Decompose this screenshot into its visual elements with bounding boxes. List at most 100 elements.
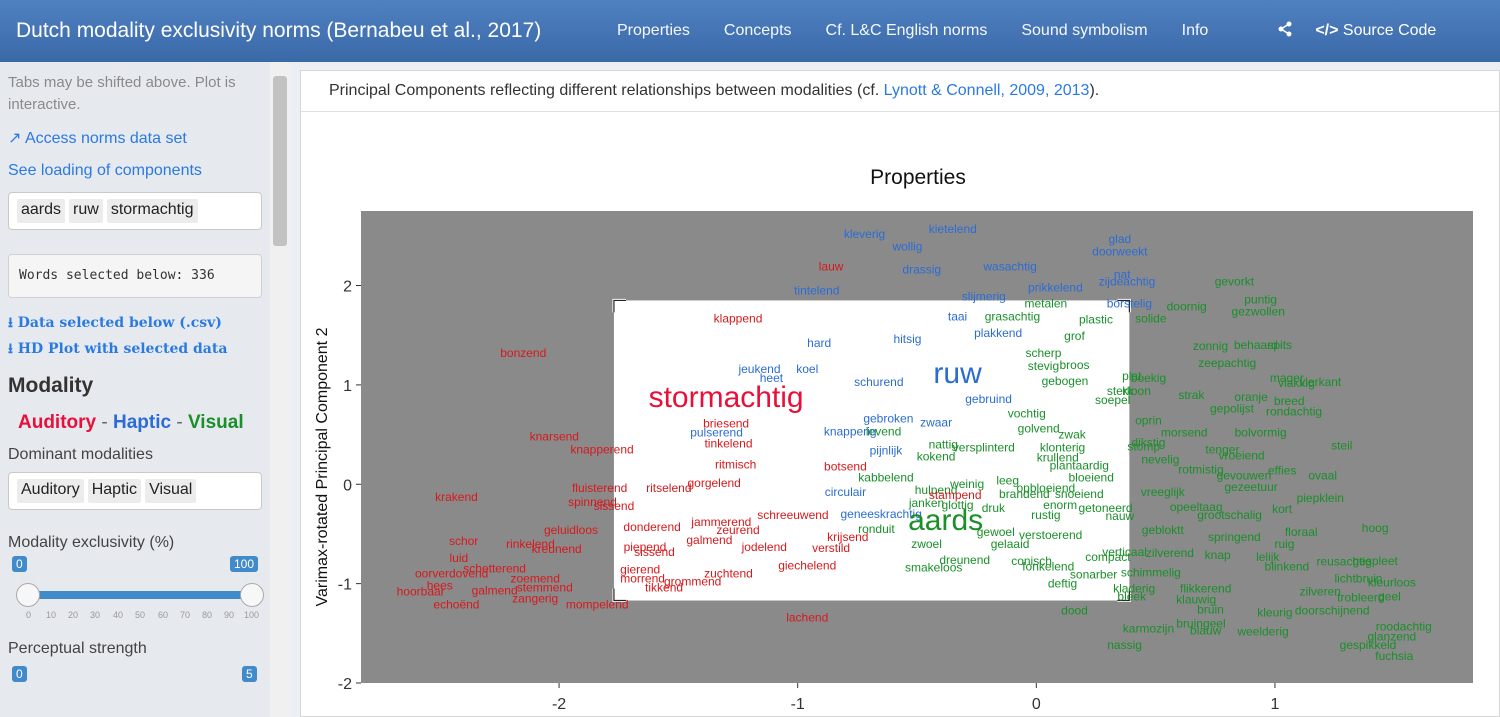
word-label[interactable]: pulserend (690, 426, 743, 440)
selection-corner-handle[interactable] (613, 299, 626, 313)
word-label[interactable]: dreunend (939, 553, 990, 567)
word-label[interactable]: lelijk (1256, 550, 1280, 564)
chip-modality[interactable]: Auditory (17, 479, 84, 503)
word-label[interactable]: schor (449, 534, 478, 548)
tab-concepts[interactable]: Concepts (723, 22, 792, 39)
selected-word-label[interactable]: stormachtig (649, 381, 804, 414)
word-label[interactable]: gebogen (1042, 374, 1089, 388)
word-label[interactable]: zwaar (920, 416, 952, 430)
word-label[interactable]: janken (908, 496, 944, 510)
word-label[interactable]: vlakkig (1278, 376, 1315, 390)
dominant-modalities-input[interactable]: Auditory Haptic Visual (8, 472, 262, 510)
word-label[interactable]: gepolijst (1210, 402, 1255, 416)
word-label[interactable]: nat (1114, 268, 1131, 282)
word-label[interactable]: broos (1059, 358, 1089, 372)
word-label[interactable]: stampend (929, 488, 982, 502)
word-label[interactable]: lichtbruin (1334, 572, 1382, 586)
word-label[interactable]: versplinterd (953, 440, 1015, 454)
scrollbar-thumb[interactable] (273, 76, 287, 246)
word-label[interactable]: weinig (949, 477, 984, 491)
word-label[interactable]: puntig (1244, 292, 1277, 306)
word-label[interactable]: nattig (929, 437, 958, 451)
word-label[interactable]: gezwollen (1232, 304, 1285, 318)
word-label[interactable]: geluidloos (544, 523, 598, 537)
word-label[interactable]: metalen (1025, 296, 1068, 310)
word-label[interactable]: rondachtig (1266, 405, 1322, 419)
word-label[interactable]: botsend (824, 459, 867, 473)
word-label[interactable]: trobleerd (1337, 591, 1384, 605)
word-label[interactable]: echoënd (433, 597, 479, 611)
word-label[interactable]: gebroken (863, 412, 913, 426)
word-label[interactable]: taai (948, 309, 967, 323)
exclusivity-slider[interactable]: 0 100 0 10 20 30 40 50 60 70 80 90 100 (8, 556, 264, 620)
word-label[interactable]: bloeiend (1069, 470, 1114, 484)
word-label[interactable]: glanzend (1368, 629, 1417, 643)
word-label[interactable]: morsend (1161, 426, 1208, 440)
word-label[interactable]: stemmend (517, 581, 573, 595)
word-label[interactable]: boekig (1131, 371, 1166, 385)
word-label[interactable]: fuchsia (1375, 649, 1413, 663)
word-label[interactable]: levend (866, 425, 901, 439)
word-label[interactable]: giechelend (778, 559, 836, 573)
loading-components-link[interactable]: See loading of components (8, 162, 202, 179)
word-label[interactable]: floraal (1285, 525, 1318, 539)
tab-properties[interactable]: Properties (617, 22, 690, 39)
word-label[interactable]: doorschijnend (1295, 603, 1370, 617)
chip-modality[interactable]: Visual (145, 479, 197, 503)
word-label[interactable]: ritselend (646, 481, 691, 495)
tab-lc-english-norms[interactable]: Cf. L&C English norms (825, 22, 988, 39)
word-label[interactable]: gevorkt (1215, 275, 1255, 289)
word-label[interactable]: kleverig (844, 227, 885, 241)
word-label[interactable]: koel (796, 362, 818, 376)
word-label[interactable]: nassig (1107, 638, 1142, 652)
word-label[interactable]: deftig (1048, 577, 1077, 591)
word-label[interactable]: heet (760, 371, 784, 385)
word-label[interactable]: golvend (1018, 422, 1060, 436)
word-label[interactable]: briesend (703, 417, 749, 431)
word-label[interactable]: mompelend (566, 597, 629, 611)
word-label[interactable]: oprin (1135, 414, 1162, 428)
word-label[interactable]: rotmistig (1178, 462, 1223, 476)
word-label[interactable]: kabbelend (858, 470, 913, 484)
selection-corner-handle[interactable] (1117, 299, 1130, 313)
word-label[interactable]: zilveren (1300, 585, 1341, 599)
word-label[interactable]: getoneerd (1078, 501, 1132, 515)
word-label[interactable]: klappend (714, 311, 763, 325)
word-label[interactable]: wollig (891, 240, 922, 254)
word-label[interactable]: sissend (594, 499, 635, 513)
word-label[interactable]: dood (1061, 603, 1088, 617)
word-label[interactable]: nevelig (1141, 452, 1179, 466)
word-label[interactable]: grof (1064, 329, 1085, 343)
word-label[interactable]: jeukend (737, 362, 780, 376)
word-label[interactable]: ruig (1274, 537, 1294, 551)
word-label[interactable]: vierkant (1299, 375, 1342, 389)
word-label[interactable]: effies (1268, 463, 1296, 477)
word-label[interactable]: gorgelend (687, 476, 740, 490)
word-label[interactable]: kietelend (929, 222, 977, 236)
word-label[interactable]: blauw (1190, 623, 1222, 637)
word-label[interactable]: sissend (634, 545, 675, 559)
word-label[interactable]: doorweekt (1092, 245, 1148, 259)
word-label[interactable]: gevouwen (1217, 468, 1272, 482)
word-label[interactable]: plantaardig (1050, 458, 1109, 472)
word-label[interactable]: opbloeiend (1016, 481, 1075, 495)
word-label[interactable]: ronduit (858, 522, 895, 536)
word-label[interactable]: lachend (786, 610, 828, 624)
word-label[interactable]: circulair (825, 485, 866, 499)
word-label[interactable]: zeepachtig (1198, 356, 1256, 370)
word-label[interactable]: verstild (812, 541, 850, 555)
word-label[interactable]: piepklein (1297, 491, 1344, 505)
word-label[interactable]: weelderig (1236, 624, 1288, 638)
word-label[interactable]: zilverend (1146, 546, 1194, 560)
word-label[interactable]: enorm (1043, 498, 1077, 512)
selected-word-label[interactable]: ruw (933, 357, 982, 390)
word-label[interactable]: opeeltaag (1170, 500, 1223, 514)
word-label[interactable]: geel (1378, 590, 1401, 604)
word-label[interactable]: kleurloos (1368, 576, 1416, 590)
word-select-input[interactable]: aards ruw stormachtig (8, 192, 262, 230)
word-label[interactable]: schreeuwend (757, 508, 828, 522)
selection-corner-handle[interactable] (613, 588, 626, 602)
word-label[interactable]: vochtig (1008, 407, 1046, 421)
word-label[interactable]: zangerig (512, 592, 558, 606)
word-label[interactable]: prikkelend (1028, 280, 1083, 294)
